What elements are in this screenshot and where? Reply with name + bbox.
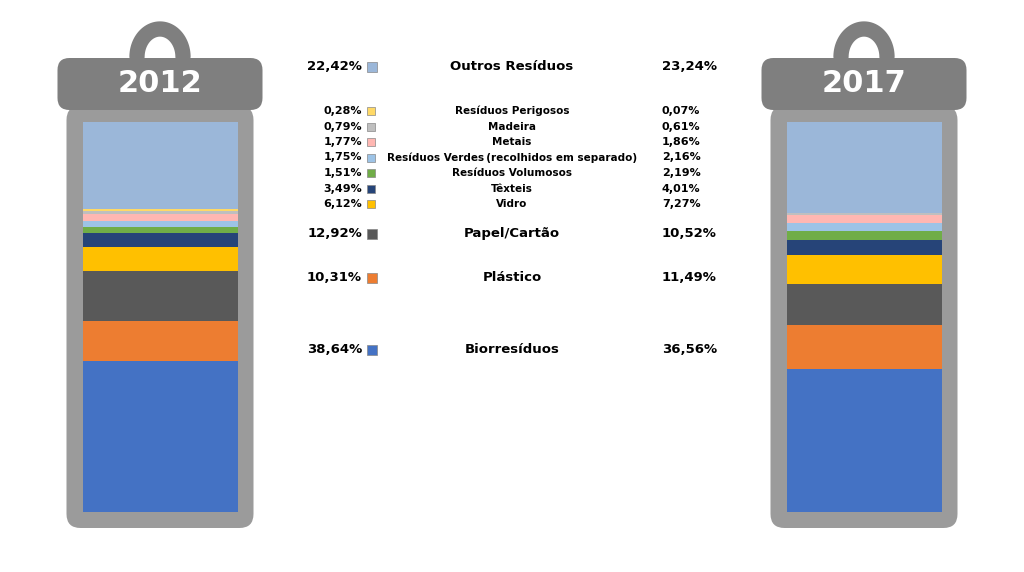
Bar	[83, 362, 238, 512]
Bar	[367, 344, 377, 355]
FancyBboxPatch shape	[57, 58, 262, 110]
Text: 0,07%: 0,07%	[662, 106, 700, 116]
Text: 4,01%: 4,01%	[662, 184, 700, 193]
Text: Resíduos Verdes (recolhidos em separado): Resíduos Verdes (recolhidos em separado)	[387, 152, 637, 163]
Text: 11,49%: 11,49%	[662, 271, 717, 284]
Bar	[786, 223, 941, 231]
Bar	[83, 122, 238, 209]
Bar	[786, 284, 941, 324]
Text: 1,51%: 1,51%	[324, 168, 362, 178]
Bar	[786, 213, 941, 215]
Bar	[367, 185, 375, 193]
Bar	[367, 107, 375, 115]
Text: Biorresíduos: Biorresíduos	[465, 343, 559, 356]
Text: 2017: 2017	[821, 70, 906, 98]
Bar	[367, 272, 377, 283]
Bar	[83, 213, 238, 221]
Bar	[786, 231, 941, 240]
Text: Resíduos Volumosos: Resíduos Volumosos	[452, 168, 572, 178]
Bar	[786, 240, 941, 255]
Text: 38,64%: 38,64%	[307, 343, 362, 356]
Text: Madeira: Madeira	[488, 121, 536, 132]
Text: 1,75%: 1,75%	[324, 153, 362, 162]
Bar	[786, 215, 941, 223]
Bar	[367, 200, 375, 208]
Text: Metais: Metais	[493, 137, 531, 147]
Text: 1,77%: 1,77%	[324, 137, 362, 147]
Bar	[367, 153, 375, 161]
Text: 10,31%: 10,31%	[307, 271, 362, 284]
Text: Papel/Cartão: Papel/Cartão	[464, 227, 560, 240]
Text: Têxteis: Têxteis	[492, 184, 532, 193]
Text: 6,12%: 6,12%	[324, 199, 362, 209]
Text: 1,86%: 1,86%	[662, 137, 700, 147]
Bar	[83, 233, 238, 247]
Bar	[367, 138, 375, 146]
Text: 2,16%: 2,16%	[662, 153, 700, 162]
Bar	[367, 169, 375, 177]
Bar	[83, 210, 238, 213]
Bar	[786, 122, 941, 213]
Text: 3,49%: 3,49%	[324, 184, 362, 193]
FancyBboxPatch shape	[67, 106, 254, 528]
Text: 0,28%: 0,28%	[324, 106, 362, 116]
Text: 7,27%: 7,27%	[662, 199, 700, 209]
Text: Outros Resíduos: Outros Resíduos	[451, 61, 573, 73]
Bar	[786, 370, 941, 512]
Bar	[367, 228, 377, 239]
FancyBboxPatch shape	[762, 58, 967, 110]
Text: 0,79%: 0,79%	[324, 121, 362, 132]
Bar	[83, 227, 238, 233]
Bar	[83, 209, 238, 210]
Text: 0,61%: 0,61%	[662, 121, 700, 132]
Text: 10,52%: 10,52%	[662, 227, 717, 240]
Bar	[367, 122, 375, 130]
Bar	[786, 324, 941, 370]
Text: 2012: 2012	[118, 70, 203, 98]
Bar	[83, 247, 238, 271]
Bar	[83, 221, 238, 227]
Text: 22,42%: 22,42%	[307, 61, 362, 73]
Text: 36,56%: 36,56%	[662, 343, 717, 356]
Bar	[83, 321, 238, 362]
Bar	[83, 271, 238, 321]
FancyBboxPatch shape	[770, 106, 957, 528]
Text: 12,92%: 12,92%	[307, 227, 362, 240]
Text: Plástico: Plástico	[482, 271, 542, 284]
Text: Resíduos Perigosos: Resíduos Perigosos	[455, 106, 569, 116]
Text: Vidro: Vidro	[497, 199, 527, 209]
Bar	[367, 62, 377, 72]
Bar	[786, 255, 941, 284]
Text: 2,19%: 2,19%	[662, 168, 700, 178]
Text: 23,24%: 23,24%	[662, 61, 717, 73]
